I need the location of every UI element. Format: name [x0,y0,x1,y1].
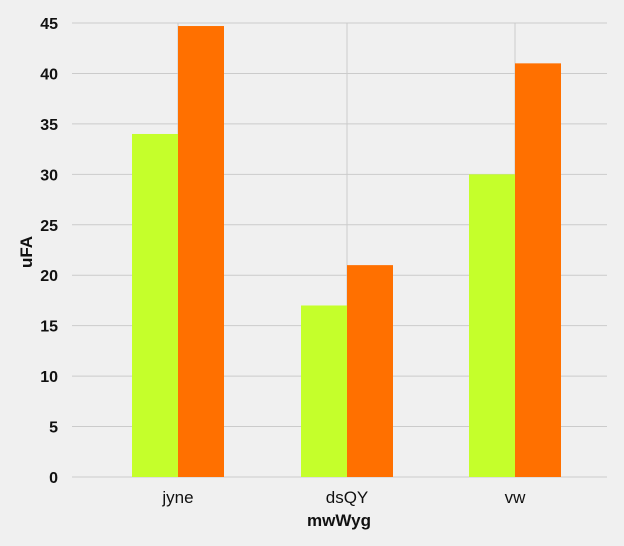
y-tick-label: 25 [40,218,58,235]
bar-dsQY-series-2 [347,265,393,477]
y-tick-label: 35 [40,117,58,134]
y-tick-label: 15 [40,319,58,336]
y-tick-label: 5 [49,420,58,437]
bars [132,26,561,478]
y-tick-label: 10 [40,369,58,386]
x-tick-label: dsQY [326,488,369,507]
y-tick-labels: 0 5 10 15 20 25 30 35 40 45 [40,16,58,487]
bar-dsQY-series-1 [301,305,347,477]
x-tick-label: jyne [161,488,193,507]
bar-vw-series-2 [515,63,561,477]
y-tick-label: 40 [40,66,58,83]
y-tick-label: 45 [40,16,58,33]
bar-vw-series-1 [469,174,515,478]
bar-jyne-series-2 [178,26,224,477]
x-axis-title: mwWyg [307,511,371,530]
x-tick-label: vw [505,488,527,507]
y-tick-label: 30 [40,167,58,184]
bar-jyne-series-1 [132,133,178,477]
y-tick-label: 0 [49,470,58,487]
y-axis-title: uFA [17,236,36,268]
y-tick-label: 20 [40,268,58,285]
x-tick-labels: jyne dsQY vw [161,488,526,507]
